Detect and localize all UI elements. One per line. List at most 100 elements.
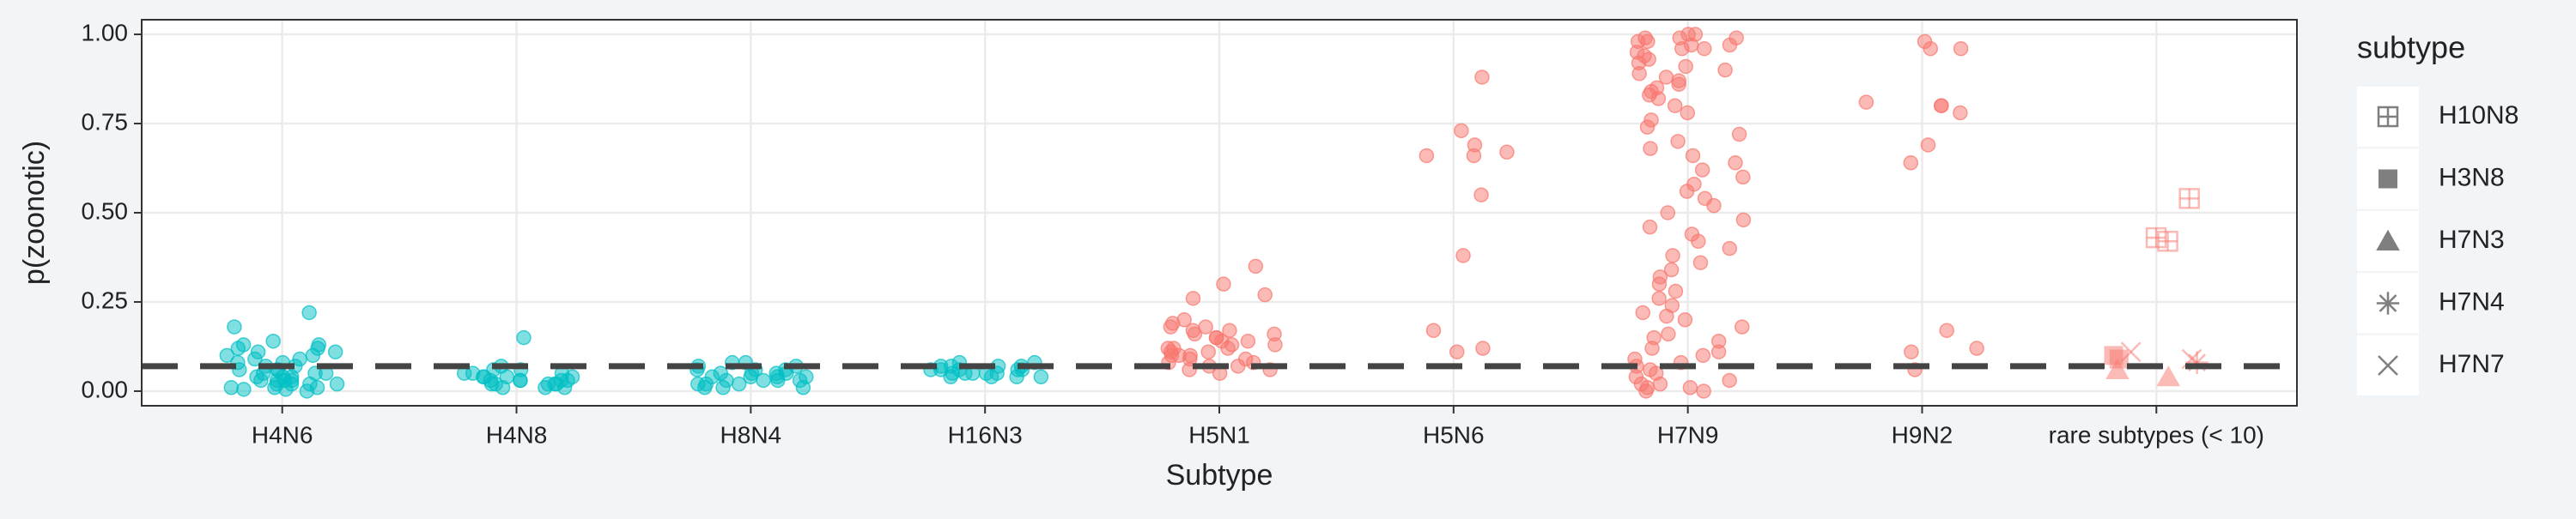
point [1728, 155, 1743, 171]
point [1474, 69, 1490, 85]
x-tick-label: H4N8 [486, 421, 548, 448]
point [1858, 94, 1874, 110]
point [301, 305, 317, 321]
point [1248, 258, 1264, 275]
point [1220, 341, 1236, 356]
point [1425, 323, 1442, 338]
legend-symbol [2378, 355, 2398, 376]
point [1660, 205, 1676, 220]
y-tick-label: 0.50 [82, 197, 129, 224]
point [1661, 326, 1676, 342]
y-tick-label: 0.75 [82, 108, 129, 135]
point [516, 329, 532, 346]
point [1644, 341, 1660, 356]
point [1650, 91, 1667, 106]
point [1735, 319, 1750, 335]
shape-part [2120, 341, 2142, 363]
point [495, 380, 511, 395]
legend-symbol [2379, 169, 2397, 189]
point [223, 380, 240, 395]
point [770, 372, 786, 389]
point [1682, 380, 1698, 395]
point [1674, 40, 1690, 57]
point [1920, 137, 1936, 153]
x-axis-title: Subtype [1166, 459, 1273, 492]
point [1466, 148, 1482, 164]
point [1652, 376, 1668, 392]
point [715, 380, 731, 395]
point [1722, 372, 1737, 389]
legend-label: H7N7 [2439, 350, 2505, 378]
x-tick-label: H7N9 [1657, 421, 1719, 448]
point [1240, 333, 1256, 349]
point [1722, 37, 1738, 53]
point [983, 369, 999, 385]
point [236, 382, 252, 397]
point [1643, 141, 1658, 156]
legend-title: subtype [2357, 30, 2465, 65]
point [1904, 344, 1919, 359]
point [1473, 187, 1489, 202]
point [1257, 287, 1273, 303]
point [265, 333, 281, 349]
point [1651, 276, 1668, 292]
point [1454, 123, 1469, 139]
point [1631, 66, 1647, 81]
x-tick-label: rare subtypes (< 10) [2049, 421, 2264, 448]
point [696, 380, 713, 395]
point [1953, 40, 1969, 57]
rare-point [2145, 226, 2167, 249]
point [1216, 276, 1231, 292]
x-tick-label: H9N2 [1892, 421, 1953, 448]
point [1668, 283, 1684, 299]
shape-part [2376, 229, 2400, 250]
point [1731, 126, 1747, 142]
y-axis-title: p(zoonotic) [18, 141, 51, 285]
point [1267, 337, 1283, 353]
point [538, 380, 553, 395]
rare-point [2120, 341, 2142, 363]
point [1678, 58, 1693, 75]
point [1667, 98, 1683, 113]
shape-part [2379, 169, 2397, 189]
legend-label: H3N8 [2439, 163, 2505, 191]
legend-symbol [2376, 229, 2400, 250]
point [327, 344, 343, 359]
x-tick-label: H5N1 [1188, 421, 1250, 448]
point [731, 376, 747, 392]
rare-point [2157, 231, 2178, 252]
rare-point [2156, 365, 2181, 387]
point [756, 372, 771, 389]
y-tick-label: 0.00 [82, 376, 129, 402]
point [1185, 291, 1201, 306]
point [1692, 255, 1709, 270]
point [556, 380, 573, 395]
point [1475, 341, 1491, 356]
point [1033, 369, 1049, 385]
point [1665, 248, 1680, 263]
point [795, 380, 811, 395]
legend-label: H10N8 [2439, 101, 2518, 130]
point [1939, 323, 1954, 338]
point [1499, 144, 1515, 160]
x-tick-label: H4N6 [252, 421, 313, 448]
point [1455, 248, 1471, 263]
shape-part [2156, 365, 2181, 387]
point [1706, 197, 1722, 214]
point [1680, 105, 1696, 121]
point [1663, 262, 1680, 278]
panel-border [141, 19, 2298, 407]
point [1717, 62, 1733, 78]
point [1200, 344, 1217, 359]
point [247, 351, 263, 367]
legend-symbol [2377, 106, 2399, 128]
point [1009, 369, 1024, 385]
shape-part [2105, 358, 2129, 379]
point [227, 319, 242, 335]
point [1671, 76, 1686, 93]
point [1969, 341, 1984, 356]
point [253, 372, 269, 389]
point [943, 369, 958, 385]
point [1697, 40, 1712, 57]
